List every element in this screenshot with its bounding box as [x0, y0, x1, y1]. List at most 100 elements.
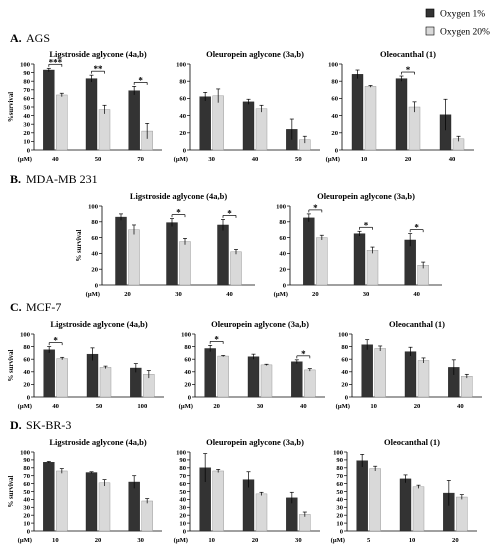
bar-oxygen-20 [230, 251, 242, 286]
y-tick-label: 40 [331, 113, 338, 120]
chart-title: Oleocanthal (1) [389, 319, 445, 329]
x-unit-label: (μM) [174, 156, 188, 163]
significance-marker: *** [49, 57, 63, 67]
y-tick-label: 100 [176, 449, 187, 456]
y-tick-label: 90 [336, 457, 343, 464]
y-axis-label: % survival [8, 475, 15, 507]
x-category-label: 100 [137, 403, 148, 410]
chart-panel-10: Oleuropein aglycone (3a,b)01020304050607… [174, 437, 320, 544]
y-tick-label: 60 [341, 357, 348, 364]
bar-oxygen-20 [299, 514, 311, 532]
y-tick-label: 50 [336, 489, 343, 496]
y-tick-label: 100 [338, 331, 349, 338]
bar-oxygen-1 [404, 351, 417, 398]
y-tick-label: 90 [179, 457, 186, 464]
chart-title: Oleuropein aglycone (3a,b) [206, 437, 304, 447]
x-category-label: 50 [295, 156, 302, 163]
bar-oxygen-1 [199, 96, 211, 151]
chart-panel-9: Ligstroside aglycone (4a,b)0102030405060… [8, 437, 162, 544]
chart-title: Oleocanthal (1) [380, 49, 436, 59]
bar-oxygen-1 [303, 217, 315, 286]
y-tick-label: 0 [345, 394, 349, 401]
section-letter-a: A. [10, 31, 22, 45]
bar-oxygen-1 [404, 239, 416, 286]
section-letter-c: C. [10, 300, 22, 314]
y-tick-label: 80 [91, 219, 98, 226]
significance-marker: * [364, 220, 369, 230]
bar-oxygen-20 [369, 468, 381, 532]
legend-label-oxygen-20: Oxygen 20% [440, 28, 490, 38]
y-tick-label: 100 [20, 61, 31, 68]
y-tick-label: 100 [276, 203, 287, 210]
y-tick-label: 60 [179, 481, 186, 488]
y-tick-label: 30 [179, 505, 186, 512]
y-tick-label: 40 [23, 497, 30, 504]
x-category-label: 10 [361, 156, 368, 163]
x-unit-label: (μM) [331, 537, 345, 544]
x-category-label: 20 [252, 537, 259, 544]
y-tick-label: 20 [331, 130, 338, 137]
y-tick-label: 30 [336, 505, 343, 512]
legend-swatch-oxygen-20 [425, 26, 435, 36]
chart-title: Ligstroside aglycone (4a,b) [49, 437, 147, 447]
y-tick-label: 30 [23, 122, 30, 129]
y-tick-label: 70 [23, 473, 30, 480]
y-tick-label: 100 [181, 331, 192, 338]
chart-panel-11: Oleocanthal (1)0102030405060708090100(μM… [331, 437, 477, 544]
bar-oxygen-1 [351, 74, 364, 151]
x-unit-label: (μM) [274, 291, 288, 298]
bar-oxygen-20 [255, 493, 268, 532]
y-tick-label: 80 [179, 465, 186, 472]
bar-oxygen-1 [86, 353, 99, 398]
bar-oxygen-20 [255, 108, 268, 151]
bar-oxygen-20 [408, 106, 421, 151]
bar-oxygen-20 [98, 482, 111, 532]
chart-panel-3: Oleocanthal (1) 0 20 40 60 80 100 (μM) 10 20 * 40 [326, 49, 474, 163]
bar-oxygen-1 [166, 222, 178, 286]
y-tick-label: 0 [183, 528, 187, 535]
y-tick-label: 0 [183, 147, 187, 154]
legend: Oxygen 1% Oxygen 20% [425, 8, 490, 38]
chart-panel-5: Oleuropein aglycone (3a,b) 0 20 40 60 80 100 (μ… [274, 191, 442, 298]
significance-marker: * [176, 208, 181, 218]
bar-oxygen-20 [417, 360, 430, 398]
y-tick-label: 40 [336, 497, 343, 504]
section-letter-d: D. [10, 418, 22, 432]
y-tick-label: 80 [184, 344, 191, 351]
y-tick-label: 20 [23, 130, 30, 137]
y-tick-label: 60 [23, 96, 30, 103]
significance-marker: * [138, 75, 143, 85]
x-category-label: 20 [452, 537, 459, 544]
significance-marker: * [301, 349, 306, 359]
bar-oxygen-20 [364, 86, 377, 151]
chart-panel-2: Oleuropein aglycone (3a,b) 0 20 40 60 80 100 (μ… [174, 49, 320, 163]
x-unit-label: (μM) [336, 403, 350, 410]
chart-title: Oleuropein aglycone (3a,b) [317, 191, 415, 201]
section-header-b: B. MDA-MB 231 [10, 172, 98, 186]
x-category-label: 50 [95, 156, 102, 163]
y-tick-label: 60 [23, 481, 30, 488]
y-tick-label: 60 [23, 357, 30, 364]
bar-oxygen-20 [56, 470, 68, 532]
x-category-label: 20 [405, 156, 412, 163]
section-name-a: AGS [26, 31, 50, 45]
y-tick-label: 20 [23, 382, 30, 389]
bar-oxygen-20 [98, 109, 111, 151]
y-axis-label: %survival [8, 92, 15, 122]
section-name-b: MDA-MB 231 [26, 172, 98, 186]
bar-oxygen-20 [179, 241, 191, 286]
y-tick-label: 20 [184, 382, 191, 389]
legend-label-oxygen-1: Oxygen 1% [440, 10, 485, 20]
section-name-c: MCF-7 [26, 300, 61, 314]
bar-oxygen-1 [217, 224, 229, 286]
y-tick-label: 60 [184, 357, 191, 364]
y-tick-label: 20 [341, 382, 348, 389]
y-tick-label: 80 [331, 79, 338, 86]
x-unit-label: (μM) [174, 537, 188, 544]
bar-oxygen-20 [366, 250, 379, 286]
bar-oxygen-1 [356, 460, 368, 532]
x-category-label: 30 [208, 156, 215, 163]
chart-panel-7: Oleuropein aglycone (3a,b) 0 20 40 60 80 100 (μ… [179, 319, 325, 410]
significance-marker: * [214, 334, 219, 344]
